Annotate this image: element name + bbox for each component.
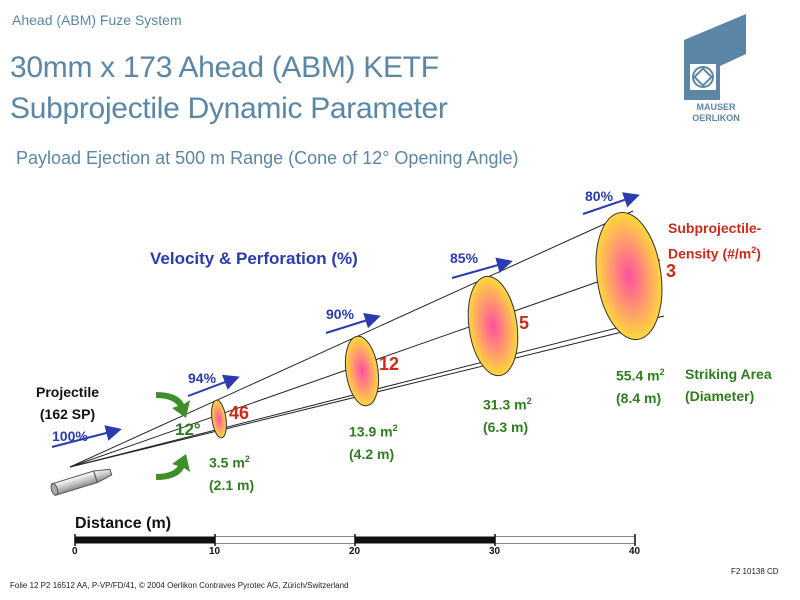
area-sup: 2	[526, 396, 532, 406]
logo-text-line2: OERLIKON	[692, 113, 740, 123]
area-sup: 2	[659, 367, 665, 377]
area-value: 55.4 m	[616, 367, 660, 384]
mauser-oerlikon-logo	[684, 14, 746, 100]
velocity-arrows	[51, 192, 640, 448]
logo-text: MAUSER OERLIKON	[676, 102, 756, 124]
arrow-icon	[582, 192, 640, 215]
axis-segment	[355, 537, 495, 543]
diameter-value: (4.2 m)	[349, 445, 395, 462]
logo-text-line1: MAUSER	[696, 102, 736, 112]
area-value: 13.9 m	[349, 423, 393, 440]
curved-arrow-icon	[156, 454, 190, 480]
projectile-label-line1: Projectile	[36, 384, 100, 400]
page-title-line2: Subprojectile Dynamic Parameter	[10, 92, 448, 125]
striking-area-legend: Striking Area (Diameter)	[685, 363, 772, 407]
velocity-30m: 85%	[450, 250, 479, 266]
axis-tick-label: 0	[72, 546, 78, 557]
striking-legend-line2: (Diameter)	[685, 388, 755, 404]
density-legend: Subprojectile- Density (#/m2)	[668, 217, 761, 265]
diameter-value: (6.3 m)	[483, 418, 529, 435]
projectile-velocity: 100%	[52, 428, 88, 444]
density-40m: 3	[666, 261, 677, 281]
axis-segment	[215, 537, 355, 543]
arrow-icon	[451, 257, 513, 279]
axis-tick-label: 20	[349, 546, 361, 557]
ellipse-20m	[344, 335, 380, 407]
density-10m: 46	[229, 403, 250, 423]
header-label: Ahead (ABM) Fuze System	[12, 12, 182, 28]
ellipse-30m	[467, 275, 519, 377]
reference-code: F2 10138 CD	[731, 567, 779, 576]
velocity-20m: 90%	[326, 306, 355, 322]
projectile-label-line2: (162 SP)	[39, 406, 96, 422]
striking-legend-line1: Striking Area	[685, 366, 772, 382]
velocity-10m: 94%	[188, 370, 217, 386]
density-legend-line1: Subprojectile-	[668, 220, 762, 236]
area-sup: 2	[244, 454, 250, 464]
area-sup: 2	[392, 423, 398, 433]
area-20m: 13.9 m2 (4.2 m)	[349, 417, 398, 465]
footer-text: Folie 12 P2 16512 AA, P-VP/FD/41, © 2004…	[10, 581, 349, 590]
curved-arrow-icon	[156, 392, 190, 418]
projectile-icon	[50, 468, 113, 497]
arrow-icon	[187, 374, 240, 397]
projectile-label: Projectile (162 SP) 100%	[36, 381, 99, 447]
axis-tick-label: 40	[629, 546, 641, 557]
arrow-icon	[325, 312, 381, 334]
density-30m: 5	[519, 313, 530, 333]
velocity-40m: 80%	[585, 188, 614, 204]
cone-line-bottom	[69, 331, 623, 468]
axis-segment	[495, 537, 635, 543]
axis-tick-label: 30	[489, 546, 501, 557]
ellipse-10m	[211, 399, 227, 439]
page-title-line1: 30mm x 173 Ahead (ABM) KETF	[10, 51, 439, 84]
area-10m: 3.5 m2 (2.1 m)	[209, 448, 254, 496]
area-value: 31.3 m	[483, 396, 527, 413]
velocity-title: Velocity & Perforation (%)	[150, 249, 358, 268]
area-30m: 31.3 m2 (6.3 m)	[483, 390, 532, 438]
area-value: 3.5 m	[209, 454, 245, 471]
distance-axis	[74, 534, 636, 546]
cone-angle-arrows	[156, 392, 190, 480]
diameter-value: (2.1 m)	[209, 476, 255, 493]
distance-axis-title: Distance (m)	[75, 515, 172, 532]
diameter-value: (8.4 m)	[616, 389, 662, 406]
cone-angle-label: 12°	[175, 420, 201, 439]
density-legend-line2: Density (#/m2)	[668, 245, 761, 262]
arrow-icon	[51, 425, 122, 448]
page-subtitle: Payload Ejection at 500 m Range (Cone of…	[16, 148, 519, 168]
axis-segment	[75, 537, 215, 543]
area-40m: 55.4 m2 (8.4 m)	[616, 361, 665, 409]
ellipse-40m	[595, 211, 663, 341]
density-20m: 12	[379, 354, 400, 374]
axis-tick-label: 10	[209, 546, 221, 557]
